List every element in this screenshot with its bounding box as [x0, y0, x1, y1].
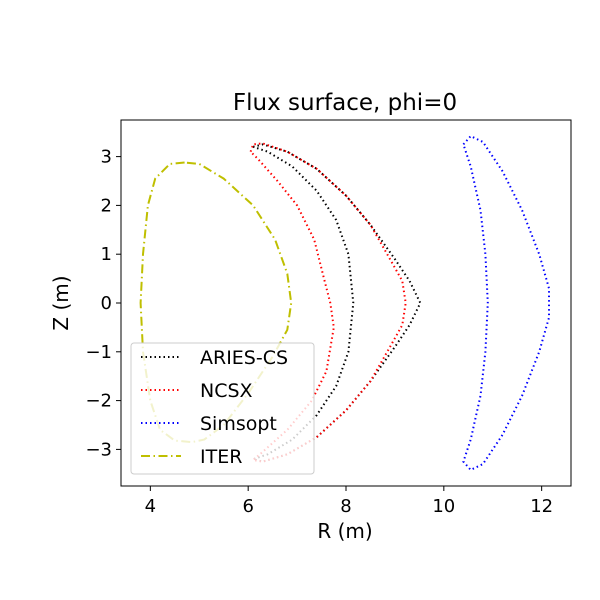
- x-axis-label: R (m): [317, 519, 372, 543]
- y-tick-label: −3: [85, 439, 112, 460]
- chart-title: Flux surface, phi=0: [233, 90, 457, 116]
- y-tick-label: 1: [101, 244, 112, 265]
- x-tick-label: 4: [145, 496, 156, 517]
- y-tick-label: 0: [101, 293, 112, 314]
- legend: ARIES-CS NCSX Simsopt ITER: [130, 342, 315, 475]
- series-line-simsopt: [462, 134, 550, 472]
- legend-label: ITER: [200, 446, 242, 468]
- legend-box: [130, 342, 315, 475]
- legend-label: NCSX: [200, 380, 253, 402]
- x-tick-label: 12: [530, 496, 553, 517]
- x-axis: 4 6 8 10 12: [145, 486, 553, 517]
- x-tick-label: 8: [340, 496, 351, 517]
- y-tick-label: 2: [101, 195, 112, 216]
- y-tick-label: −2: [85, 391, 112, 412]
- x-tick-label: 10: [432, 496, 455, 517]
- y-tick-label: −1: [85, 342, 112, 363]
- x-tick-label: 6: [242, 496, 253, 517]
- legend-label: ARIES-CS: [200, 347, 288, 369]
- y-axis: −3 −2 −1 0 1 2 3: [85, 147, 121, 460]
- y-axis-label: Z (m): [49, 275, 73, 330]
- legend-label: Simsopt: [200, 413, 277, 435]
- y-tick-label: 3: [101, 147, 112, 168]
